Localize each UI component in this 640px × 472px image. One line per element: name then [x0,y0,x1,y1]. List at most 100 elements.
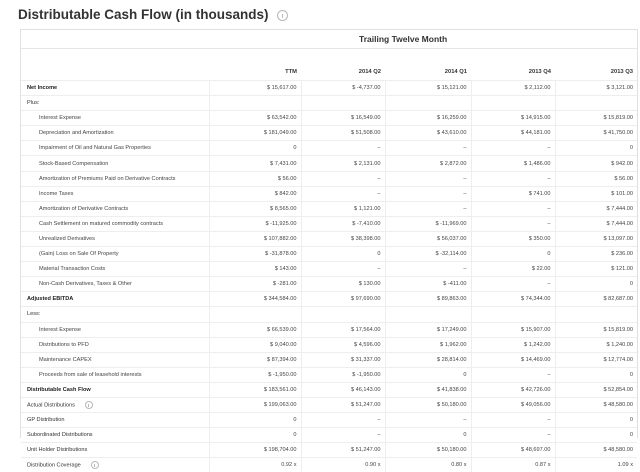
value-cell: $ 13,097.00 [554,230,637,247]
value-cell: $ -31,878.00 [208,246,301,262]
info-icon[interactable] [84,401,93,410]
widget-title: Distributable Cash Flow (in thousands) [18,6,269,22]
column-header-2014-q2: 2014 Q2 [358,69,381,75]
row-label-text: GP Distribution [27,417,65,424]
row-label-text: Stock-Based Compensation [39,160,109,167]
value-cell: – [384,170,471,187]
table-row: Adjusted EBITDA $ 344,584.00 $ 97,690.00 $ … [21,291,637,307]
row-label: Distributable Cash Flow [21,381,209,398]
value-cell: – [470,200,555,217]
value-cell: $ 15,617.00 [208,79,301,96]
column-header-2014-q1: 2014 Q1 [444,69,467,75]
table-row: Proceeds from sale of leasehold interest… [21,366,637,383]
value-cell: $ 82,687.00 [554,291,637,307]
row-label: Interest Expense [21,110,209,126]
row-label: Non-Cash Derivatives, Taxes & Other [21,276,209,292]
value-cell: $ 1,486.00 [470,155,555,172]
row-label: Depreciation and Amortization [21,125,209,141]
value-cell: $ 1,962.00 [384,336,471,353]
value-cell: $ -11,925.00 [208,215,301,232]
value-cell: $ 31,337.00 [300,351,385,368]
row-label-text: Unrealized Derivatives [39,235,95,242]
value-cell: – [384,185,471,202]
value-cell: 0 [554,140,637,156]
value-cell: – [384,200,471,217]
value-cell: $ 107,882.00 [208,230,301,247]
value-cell: $ 49,056.00 [470,396,555,413]
row-label: Proceeds from sale of leasehold interest… [21,366,209,383]
value-cell: $ 46,143.00 [300,381,385,398]
value-cell: $ 15,819.00 [554,110,637,126]
value-cell [300,95,385,111]
value-cell: $ 7,444.00 [554,215,637,232]
value-cell [470,306,555,322]
table-row: Actual Distributions $ 199,063.00 $ 51,247… [21,396,637,413]
row-label-text: Net Income [27,85,58,92]
value-cell: $ 9,040.00 [208,336,301,353]
row-label: Amortization of Premiums Paid on Derivat… [21,170,209,187]
row-label: Income Taxes [21,185,209,202]
row-label: Cash Settlement on matured commodity con… [21,215,209,232]
value-cell: $ 66,539.00 [208,321,301,338]
value-cell: 0 [384,427,471,443]
value-cell: 1.09 x [554,457,637,472]
value-cell: $ 7,444.00 [554,200,637,217]
value-cell [208,306,301,322]
value-cell: – [300,412,385,428]
row-label-text: Actual Distributions [27,402,75,409]
table-row: Unrealized Derivatives $ 107,882.00 $ 38,3… [21,230,637,247]
value-cell: – [300,261,385,277]
row-label: Impairment of Oil and Natural Gas Proper… [21,140,209,156]
row-label: Unrealized Derivatives [21,230,209,247]
value-cell: $ 344,584.00 [208,291,301,307]
value-cell: $ -1,950.00 [300,366,385,383]
value-cell: – [470,215,555,232]
value-cell: $ 22.00 [470,261,555,277]
table-row: Plus: [21,95,637,111]
value-cell: $ 48,580.00 [554,396,637,413]
value-cell: 0 [554,427,637,443]
value-cell: 0.80 x [384,457,471,472]
value-cell: $ 74,344.00 [470,291,555,307]
value-cell: – [470,366,555,383]
column-group-label: Trailing Twelve Month [21,30,637,49]
table-row: Impairment of Oil and Natural Gas Proper… [21,140,637,156]
row-label-text: Interest Expense [39,115,81,122]
table-row: Unit Holder Distributions $ 198,704.00 $ 5… [21,442,637,458]
value-cell: $ 14,915.00 [470,110,555,126]
value-cell: $ 63,542.00 [208,110,301,126]
value-cell: $ 51,247.00 [300,396,385,413]
info-icon[interactable] [276,9,288,21]
value-cell: – [300,185,385,202]
row-label: Distributions to PFD [21,336,209,353]
value-cell: $ 50,180.00 [384,396,471,413]
row-label-text: Cash Settlement on matured commodity con… [39,220,164,227]
row-label-text: Proceeds from sale of leasehold interest… [39,371,142,378]
row-label: Net Income [21,79,209,96]
value-cell: $ 41,750.00 [554,125,637,141]
value-cell: $ 52,854.00 [554,381,637,398]
row-label-text: Material Transaction Costs [39,266,106,273]
value-cell: $ 14,469.00 [470,351,555,368]
value-cell: $ 17,564.00 [300,321,385,338]
row-label: Material Transaction Costs [21,261,209,277]
value-cell: $ -4,737.00 [300,79,385,96]
row-label-text: Non-Cash Derivatives, Taxes & Other [39,281,132,288]
table-row: Distributable Cash Flow $ 183,561.00 $ 46,… [21,381,637,398]
row-label: Plus: [21,95,209,111]
row-label-text: Depreciation and Amortization [39,130,114,137]
value-cell: $ 8,565.00 [208,200,301,217]
value-cell [554,95,637,111]
value-cell: $ 198,704.00 [208,442,301,458]
value-cell: $ 42,726.00 [470,381,555,398]
row-label: (Gain) Loss on Sale Of Property [21,246,209,262]
value-cell: $ 1,242.00 [470,336,555,353]
value-cell [384,95,471,111]
info-icon[interactable] [90,461,99,470]
table-row: Stock-Based Compensation $ 7,431.00 $ 2,13… [21,155,637,172]
value-cell: – [384,261,471,277]
value-cell: 0 [554,276,637,292]
table-row: Interest Expense $ 66,539.00 $ 17,564.00 $ … [21,321,637,338]
value-cell: $ 15,121.00 [384,79,471,96]
